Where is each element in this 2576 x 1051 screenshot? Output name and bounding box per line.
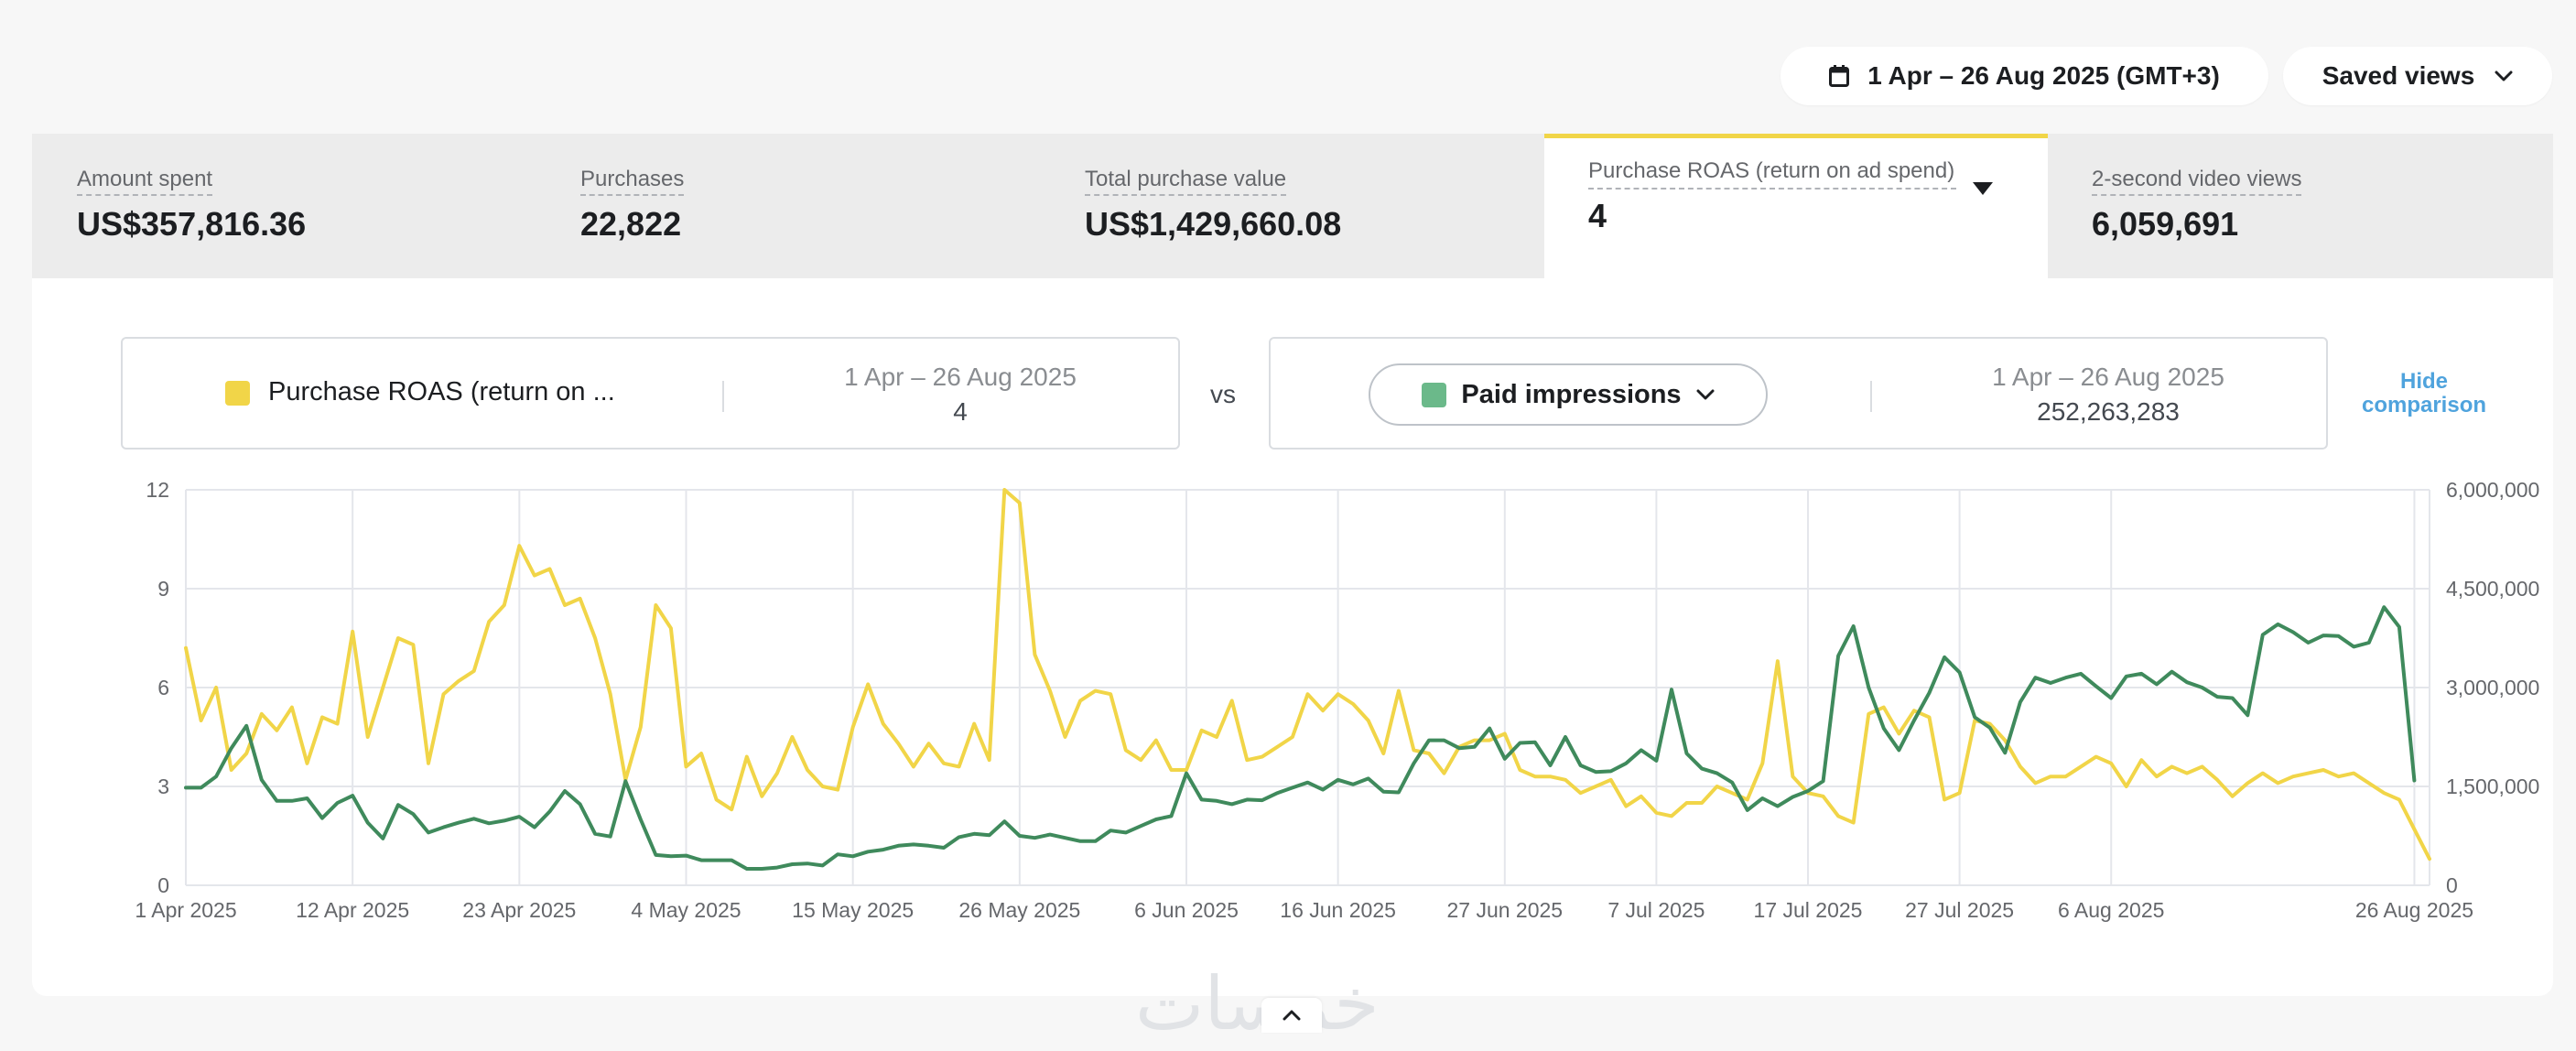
x-tick-label: 4 May 2025 xyxy=(631,898,741,922)
x-tick-label: 26 May 2025 xyxy=(958,898,1080,922)
primary-date-range: 1 Apr – 26 Aug 2025 xyxy=(844,363,1077,391)
x-tick-label: 16 Jun 2025 xyxy=(1280,898,1396,922)
secondary-date-range: 1 Apr – 26 Aug 2025 xyxy=(1992,363,2224,391)
x-tick-label: 12 Apr 2025 xyxy=(296,898,409,922)
metric-purchase-roas[interactable]: Purchase ROAS (return on ad spend) 4 xyxy=(1544,134,2048,278)
y-left-tick-label: 9 xyxy=(157,577,169,601)
date-range-button[interactable]: 1 Apr – 26 Aug 2025 (GMT+3) xyxy=(1780,47,2268,105)
x-tick-label: 26 Aug 2025 xyxy=(2355,898,2473,922)
metric-total-purchase-value[interactable]: Total purchase value US$1,429,660.08 xyxy=(1085,134,1542,278)
card-divider xyxy=(722,381,724,412)
metric-label: Purchase ROAS (return on ad spend) xyxy=(1588,157,1956,190)
saved-views-label: Saved views xyxy=(2322,61,2475,90)
date-range-label: 1 Apr – 26 Aug 2025 (GMT+3) xyxy=(1867,61,2220,90)
y-left-tick-label: 6 xyxy=(157,676,169,699)
metrics-bar: Amount spent US$357,816.36 Purchases 22,… xyxy=(32,134,2553,278)
y-right-tick-label: 0 xyxy=(2446,873,2458,897)
x-tick-label: 17 Jul 2025 xyxy=(1754,898,1863,922)
secondary-metric-dropdown[interactable]: Paid impressions xyxy=(1369,363,1768,426)
chevron-down-icon xyxy=(1696,389,1715,400)
calendar-icon xyxy=(1829,65,1850,87)
chevron-up-icon xyxy=(1283,1010,1301,1021)
y-right-tick-label: 6,000,000 xyxy=(2446,478,2539,502)
y-right-tick-label: 3,000,000 xyxy=(2446,676,2539,699)
x-tick-label: 27 Jun 2025 xyxy=(1446,898,1563,922)
y-left-tick-label: 12 xyxy=(146,478,169,502)
x-tick-label: 27 Jul 2025 xyxy=(1905,898,2014,922)
paid-impressions-series-line xyxy=(184,605,2417,871)
watermark: خمسات xyxy=(1135,961,1380,1046)
y-left-tick-label: 3 xyxy=(157,775,169,798)
metric-value: US$357,816.36 xyxy=(77,205,307,243)
saved-views-button[interactable]: Saved views xyxy=(2283,47,2552,105)
collapse-button[interactable] xyxy=(1261,998,1322,1033)
metric-value: US$1,429,660.08 xyxy=(1085,205,1342,243)
primary-metric-name: Purchase ROAS (return on ... xyxy=(268,377,615,406)
x-tick-label: 7 Jul 2025 xyxy=(1607,898,1705,922)
primary-metric-name-wrap: Purchase ROAS (return on ... xyxy=(225,377,615,407)
metric-label: Total purchase value xyxy=(1085,167,1287,196)
x-tick-label: 1 Apr 2025 xyxy=(135,898,236,922)
card-divider xyxy=(1870,381,1872,412)
x-tick-label: 15 May 2025 xyxy=(792,898,914,922)
x-tick-label: 23 Apr 2025 xyxy=(462,898,576,922)
metric-label: 2-second video views xyxy=(2092,167,2302,196)
y-right-tick-label: 4,500,000 xyxy=(2446,577,2539,601)
secondary-series-swatch xyxy=(1422,382,1447,407)
secondary-value: 252,263,283 xyxy=(2037,397,2180,426)
metric-value: 22,822 xyxy=(580,205,682,243)
primary-value: 4 xyxy=(953,397,968,426)
x-tick-label: 6 Aug 2025 xyxy=(2058,898,2164,922)
metric-amount-spent[interactable]: Amount spent US$357,816.36 xyxy=(77,134,535,278)
secondary-metric-name: Paid impressions xyxy=(1461,379,1682,409)
hide-comparison-line1: Hide xyxy=(2399,369,2448,394)
metric-video-views[interactable]: 2-second video views 6,059,691 xyxy=(2092,134,2531,278)
metric-label: Purchases xyxy=(580,167,685,196)
primary-metric-card: Purchase ROAS (return on ... 1 Apr – 26 … xyxy=(121,337,1180,450)
caret-down-icon[interactable] xyxy=(1973,182,1993,195)
hide-comparison-link[interactable]: Hide comparison xyxy=(2351,370,2497,417)
y-right-tick-label: 1,500,000 xyxy=(2446,775,2539,798)
primary-series-swatch xyxy=(225,380,250,406)
chevron-down-icon xyxy=(2495,70,2513,81)
vs-label: vs xyxy=(1210,380,1236,408)
y-left-tick-label: 0 xyxy=(157,873,169,897)
metric-purchases[interactable]: Purchases 22,822 xyxy=(580,134,1038,278)
metric-value: 6,059,691 xyxy=(2092,205,2239,243)
metric-value: 4 xyxy=(1588,197,1607,234)
hide-comparison-line2: comparison xyxy=(2361,393,2487,417)
metric-label: Amount spent xyxy=(77,167,213,196)
x-tick-label: 6 Jun 2025 xyxy=(1134,898,1239,922)
roas-series-line xyxy=(184,488,2431,861)
